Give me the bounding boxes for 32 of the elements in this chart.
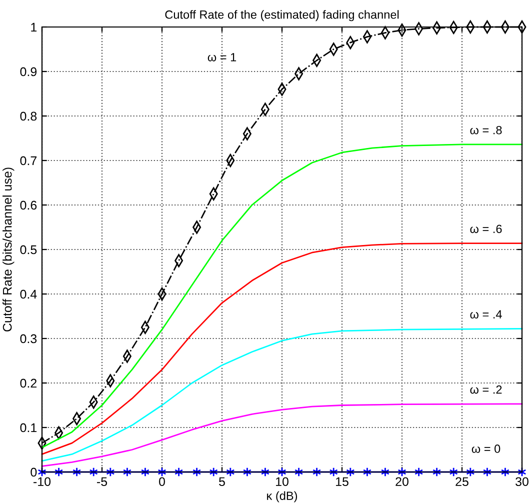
y-tick-label: 0 <box>30 468 37 477</box>
x-tick-label: -5 <box>97 477 108 486</box>
y-tick-label: 0.3 <box>20 334 37 344</box>
y-tick-label: 0.9 <box>20 67 37 76</box>
y-tick-label: 0.2 <box>20 378 37 388</box>
y-axis-title: Cutoff Rate (bits/channel use) <box>2 168 14 332</box>
annotation: ω = 1 <box>208 53 236 62</box>
annotation: ω = .2 <box>470 385 502 394</box>
y-tick-label: 0.7 <box>20 156 37 166</box>
chart-title: Cutoff Rate of the (estimated) fading channel <box>165 10 399 22</box>
y-tick-label: 0.5 <box>20 245 37 254</box>
x-axis-title: κ (dB) <box>267 491 298 502</box>
annotation: ω = .8 <box>470 126 502 134</box>
x-tick-label: 30 <box>516 477 528 486</box>
annotation: ω = 0 <box>472 444 500 453</box>
x-tick-label: -10 <box>34 477 51 486</box>
y-tick-label: 0.1 <box>20 423 37 432</box>
x-tick-label: 10 <box>276 477 288 486</box>
y-tick-label: 0.8 <box>20 112 37 121</box>
line-series <box>41 242 523 455</box>
y-tick-label: 0.6 <box>20 200 37 210</box>
annotation: ω = .6 <box>470 224 502 234</box>
y-tick-label: 1 <box>31 22 37 32</box>
line-series <box>41 403 523 467</box>
y-tick-label: 0.4 <box>20 290 37 299</box>
line-series <box>41 328 523 462</box>
x-tick-label: 15 <box>336 477 348 486</box>
x-tick-label: 5 <box>219 477 225 486</box>
annotation: ω = .4 <box>470 310 502 319</box>
x-tick-label: 25 <box>456 477 468 486</box>
x-tick-label: 20 <box>396 477 408 486</box>
x-tick-label: 0 <box>159 477 165 486</box>
